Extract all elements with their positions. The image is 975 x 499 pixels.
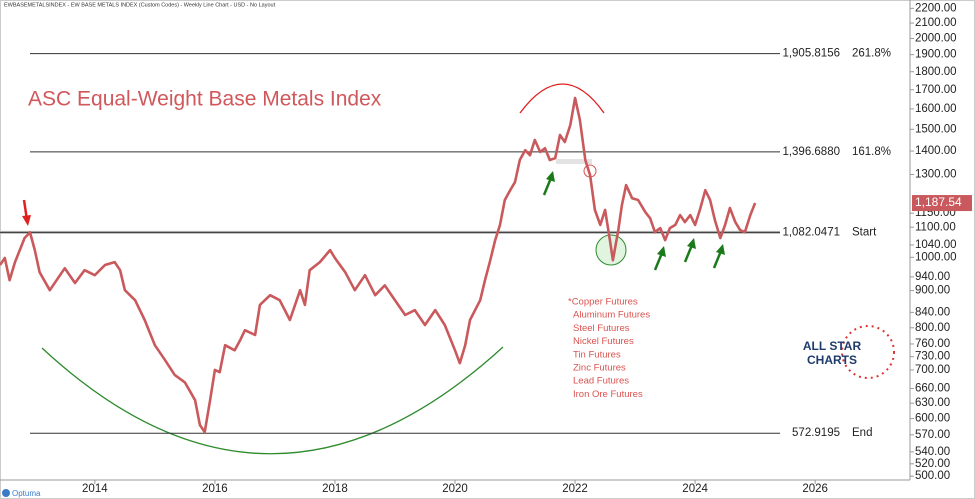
y-tick-label: 1700.00 [915,84,957,96]
y-tick-label: 1040.00 [915,239,957,251]
footer: Optuma [12,489,41,498]
arc [519,83,605,114]
note: Iron Ore Futures [573,389,643,400]
y-tick-label: 900.00 [915,285,950,297]
y-tick-label: 1500.00 [915,123,957,135]
y-tick-label: 2200.00 [915,2,957,14]
logo-text: ALL STAR [803,339,862,353]
y-tick-label: 800.00 [915,322,950,334]
x-tick-label: 2026 [802,483,828,495]
y-tick-label: 2000.00 [915,32,957,44]
last-value-box [912,195,972,212]
arrow [542,171,725,271]
y-tick-label: 760.00 [915,338,950,350]
level-label: 572.9195 [792,427,840,439]
note: Nickel Futures [573,336,634,347]
chart-title: ASC Equal-Weight Base Metals Index [28,88,382,111]
level-tag: Start [852,226,877,238]
y-tick-label: 1600.00 [915,103,957,115]
y-tick-label: 1900.00 [915,49,957,61]
y-tick-label: 630.00 [915,397,950,409]
note: Aluminum Futures [573,310,650,321]
y-tick-label: 2100.00 [915,17,957,29]
arrow [22,199,31,226]
level-label: 1,082.0471 [782,226,840,238]
level-tag: End [852,427,872,439]
y-tick-label: 1800.00 [915,66,957,78]
logo: ALL STAR CHARTS [803,325,895,379]
level-label: 1,396.6880 [782,146,840,158]
y-tick-label: 660.00 [915,383,950,395]
arc [41,346,504,455]
y-tick-label: 600.00 [915,413,950,425]
y-tick-label: 840.00 [915,306,950,318]
logo-text: CHARTS [807,353,857,367]
y-tick-label: 1100.00 [915,221,956,233]
y-tick-label: 520.00 [915,458,950,470]
y-tick-label: 570.00 [915,429,950,441]
x-tick-label: 2020 [442,483,468,495]
y-tick-label: 1300.00 [915,169,957,181]
y-tick-label: 940.00 [915,271,950,283]
level-label: 1,905.8156 [782,48,840,60]
level-tag: 161.8% [852,146,891,158]
y-tick-label: 700.00 [915,364,950,376]
footer-icon [2,489,10,497]
x-tick-label: 2024 [682,483,708,495]
note: Zinc Futures [573,363,626,374]
line [0,96,757,434]
x-tick-label: 2014 [82,483,108,495]
note: *Copper Futures [568,297,638,308]
note: Steel Futures [573,323,630,334]
level-tag: 261.8% [852,48,891,60]
highlight [556,159,592,164]
y-tick-label: 1400.00 [915,145,957,157]
note: Lead Futures [573,376,629,387]
header: EWBASEMETALSINDEX - EW BASE METALS INDEX… [4,2,276,8]
last-value-label: 1,187.54 [915,195,962,209]
y-tick-label: 540.00 [915,446,950,458]
x-tick-label: 2022 [562,483,588,495]
y-tick-label: 1000.00 [915,251,957,263]
y-tick-label: 730.00 [915,351,950,363]
note: Tin Futures [573,349,621,360]
y-tick-label: 500.00 [915,470,950,482]
x-tick-label: 2016 [202,483,228,495]
x-tick-label: 2018 [322,483,348,495]
